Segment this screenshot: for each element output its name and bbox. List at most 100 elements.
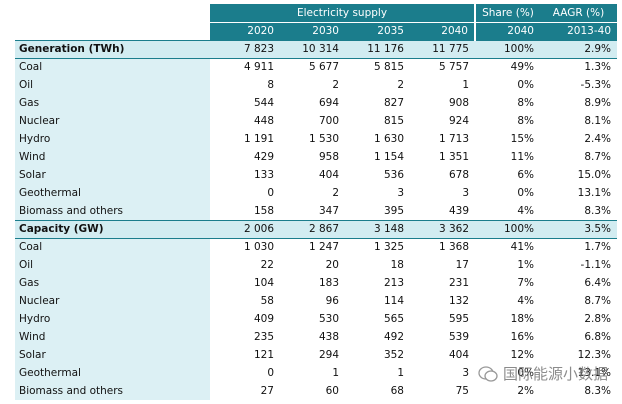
cell: 8.3% <box>584 385 611 397</box>
cell: 104 <box>253 277 274 289</box>
row-label: Geothermal <box>15 364 210 382</box>
data-row: Hydro 1 191 1 530 1 630 1 713 15% 2.4% <box>15 130 617 148</box>
cell: 27 <box>260 385 274 397</box>
data-row: Biomass and others 27 60 68 75 2% 8.3% <box>15 382 617 400</box>
cell: 22 <box>260 259 274 271</box>
column-header: 2040 <box>474 22 540 40</box>
cell: 8% <box>517 97 534 109</box>
cell: 2 <box>332 79 339 91</box>
cell: 3 <box>462 187 469 199</box>
data-row: Wind 235 438 492 539 16% 6.8% <box>15 328 617 346</box>
cell: 1 351 <box>438 151 469 163</box>
row-label: Oil <box>15 76 210 94</box>
cell: 114 <box>383 295 404 307</box>
row-label: Hydro <box>15 130 210 148</box>
row-label: Geothermal <box>15 184 210 202</box>
cell: 395 <box>383 204 404 217</box>
cell: 4% <box>517 295 534 307</box>
cell: 2 006 <box>210 219 280 239</box>
cell: 8.7% <box>584 295 611 307</box>
data-row: Coal 1 030 1 247 1 325 1 368 41% 1.7% <box>15 238 617 256</box>
section-title: Generation (TWh) <box>15 39 210 59</box>
cell: 404 <box>448 349 469 361</box>
cell: 1 368 <box>438 241 469 254</box>
cell: 0% <box>517 79 534 91</box>
cell: 13.1% <box>577 367 611 379</box>
cell: 231 <box>448 277 469 289</box>
cell: 2 <box>332 187 339 199</box>
cell: 10 314 <box>280 39 345 59</box>
cell: 565 <box>383 313 404 325</box>
cell: 2.4% <box>584 133 611 145</box>
cell: 0 <box>267 187 274 199</box>
cell: 1.7% <box>584 241 611 254</box>
cell: 536 <box>383 169 404 181</box>
data-row: Coal 4 911 5 677 5 815 5 757 49% 1.3% <box>15 58 617 76</box>
cell: 121 <box>253 349 274 361</box>
watermark: 国际能源小数据 <box>478 363 608 384</box>
cell: 352 <box>383 349 404 361</box>
cell: -5.3% <box>580 79 611 91</box>
cell: 1 <box>332 367 339 379</box>
cell: 492 <box>383 331 404 343</box>
cell: 75 <box>455 385 469 397</box>
data-row: Oil 22 20 18 17 1% -1.1% <box>15 256 617 274</box>
data-table: Electricity supply Share (%) AAGR (%) 20… <box>15 4 617 400</box>
cell: 5 757 <box>438 61 469 74</box>
cell: 49% <box>510 61 534 74</box>
cell: 544 <box>253 97 274 109</box>
data-row: Wind 429 958 1 154 1 351 11% 8.7% <box>15 148 617 166</box>
cell: 448 <box>253 115 274 127</box>
section-title: Capacity (GW) <box>15 219 210 239</box>
watermark-text: 国际能源小数据 <box>502 365 608 383</box>
column-header: 2013-40 <box>540 22 617 40</box>
cell: 0% <box>517 367 534 379</box>
cell: 100% <box>475 219 540 239</box>
cell: 3 362 <box>410 219 475 239</box>
row-label: Solar <box>15 346 210 364</box>
cell: 6.8% <box>584 331 611 343</box>
cell: 4 911 <box>243 61 274 74</box>
cell: 0% <box>517 187 534 199</box>
cell: 8.9% <box>584 97 611 109</box>
cell: 1 030 <box>243 241 274 254</box>
cell: 11 775 <box>410 39 475 59</box>
cell: 3 <box>397 187 404 199</box>
data-row: Oil 8 2 2 1 0% -5.3% <box>15 76 617 94</box>
section-row: Capacity (GW) 2 006 2 867 3 148 3 362 100% 3.5… <box>15 219 617 239</box>
cell: 12.3% <box>577 349 611 361</box>
cell: 694 <box>318 97 339 109</box>
data-row: Biomass and others 158 347 395 439 4% 8.3% <box>15 202 617 220</box>
cell: 539 <box>448 331 469 343</box>
cell: 827 <box>383 97 404 109</box>
cell: 1 191 <box>243 133 274 145</box>
cell: 183 <box>318 277 339 289</box>
cell: 1 325 <box>373 241 404 254</box>
cell: 678 <box>448 169 469 181</box>
cell: -1.1% <box>580 259 611 271</box>
row-label: Gas <box>15 94 210 112</box>
cell: 96 <box>325 295 339 307</box>
cell: 1 <box>462 79 469 91</box>
cell: 2 867 <box>280 219 345 239</box>
cell: 15% <box>510 133 534 145</box>
cell: 20 <box>325 259 339 271</box>
cell: 16% <box>510 331 534 343</box>
wechat-icon <box>478 365 498 382</box>
cell: 158 <box>253 204 274 217</box>
cell: 18 <box>390 259 404 271</box>
row-label: Biomass and others <box>15 382 210 400</box>
cell: 3 <box>462 367 469 379</box>
cell: 908 <box>448 97 469 109</box>
row-label: Wind <box>15 328 210 346</box>
cell: 595 <box>448 313 469 325</box>
data-row: Nuclear 58 96 114 132 4% 8.7% <box>15 292 617 310</box>
cell: 3.5% <box>540 219 617 239</box>
cell: 68 <box>390 385 404 397</box>
aagr-header: AAGR (%) <box>540 4 617 23</box>
cell: 18% <box>510 313 534 325</box>
cell: 7 823 <box>210 39 280 59</box>
cell: 1 247 <box>308 241 339 254</box>
cell: 294 <box>318 349 339 361</box>
